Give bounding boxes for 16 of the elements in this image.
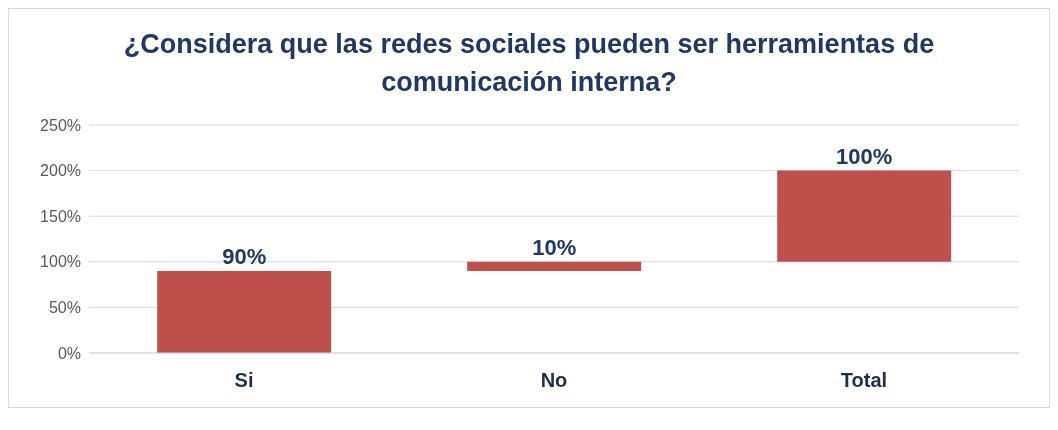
x-tick-label: No: [540, 369, 568, 392]
chart-title: ¿Considera que las redes sociales pueden ser herramientas de comunicación interna?: [122, 28, 936, 99]
x-tick-label: Total: [840, 369, 888, 392]
x-tick-label: Si: [234, 369, 254, 392]
data-label: 100%: [836, 143, 893, 169]
bar: [777, 170, 952, 262]
data-label: 90%: [222, 243, 267, 269]
y-tick-label: 150%: [40, 207, 81, 225]
bar: [467, 261, 642, 271]
y-tick-label: 0%: [57, 344, 81, 362]
y-tick-label: 250%: [40, 116, 81, 134]
bar: [157, 270, 332, 353]
y-tick-label: 100%: [40, 253, 81, 271]
y-tick-label: 200%: [40, 162, 81, 180]
y-tick-label: 50%: [48, 299, 81, 317]
data-label: 10%: [532, 234, 577, 260]
